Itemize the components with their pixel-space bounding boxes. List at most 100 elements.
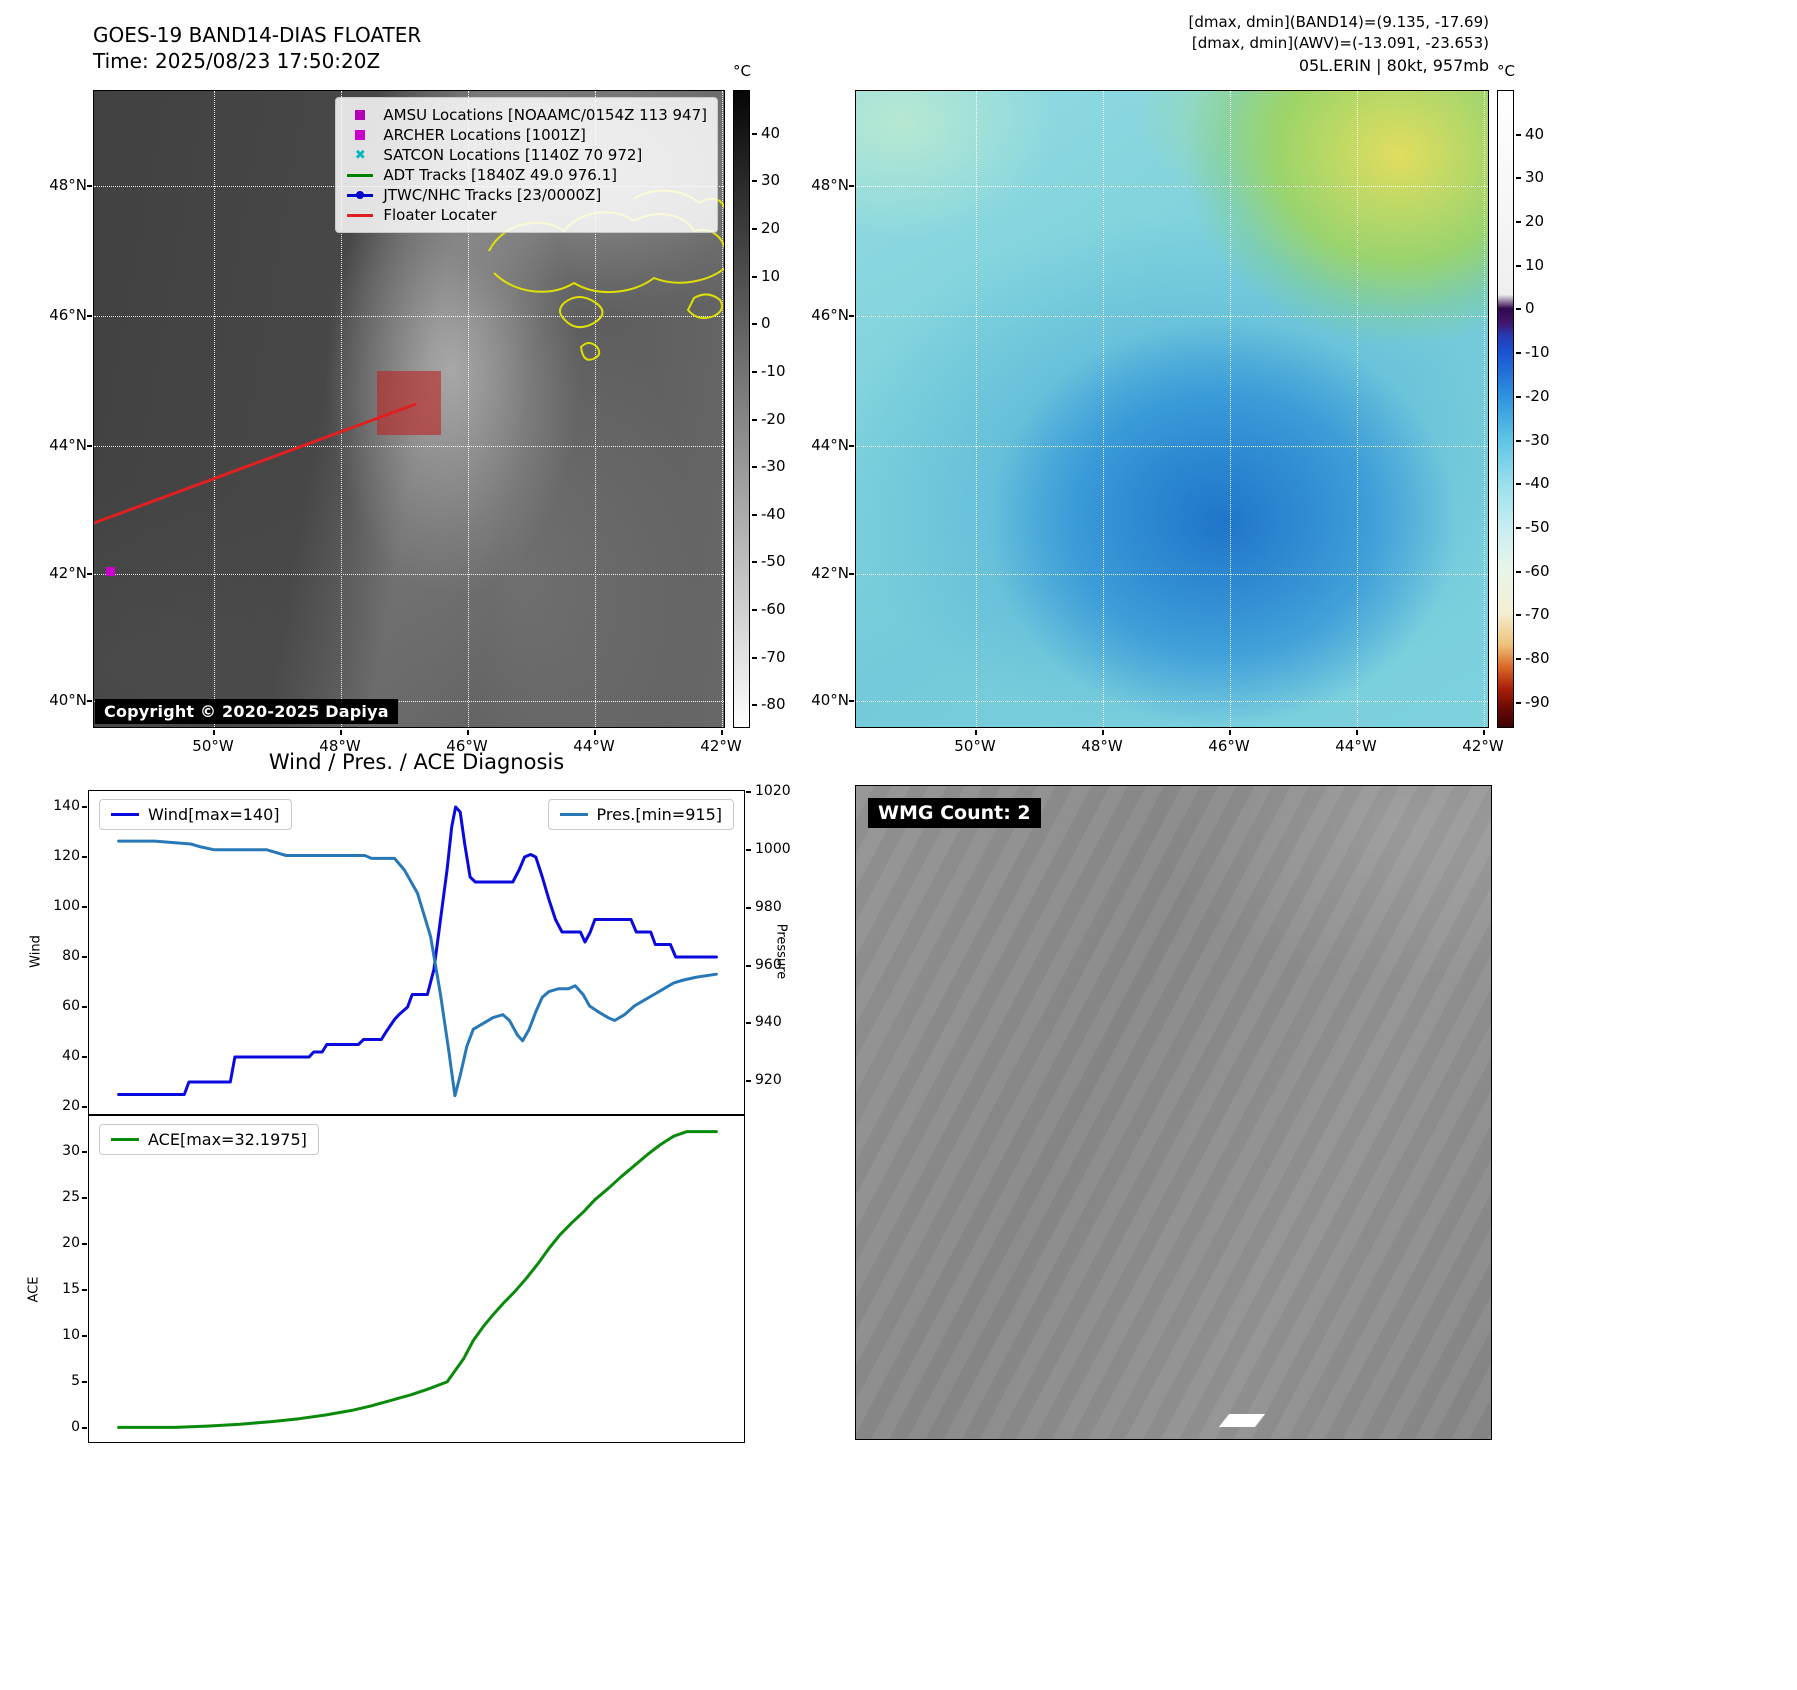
y2tick-label: 940 [755,1014,782,1031]
grid-line-lat [856,574,1488,575]
colorbar-unit-label: °C [733,62,751,80]
grid-line-lat [94,574,724,575]
colorbar-tick-label: -60 [1525,561,1550,580]
y2tick-label: 1000 [755,840,791,857]
lat-tick-label: 40°N [811,691,849,709]
square-icon [344,110,376,120]
grid-line-lon [468,91,469,727]
lat-tick-mark [87,445,92,447]
colorbar-tick-label: -90 [1525,692,1550,711]
grid-line-lat [94,446,724,447]
colorbar-tick-mark [1516,526,1521,529]
ytick-label: 15 [62,1280,80,1297]
ytick-label: 0 [71,1418,80,1435]
lat-tick-label: 48°N [811,176,849,194]
band14-colorbar [733,90,750,728]
lat-tick-mark [849,185,854,187]
ytick-label: 120 [53,848,80,864]
lon-tick-mark [1483,730,1485,735]
y2tick-label: 920 [755,1072,782,1089]
cloud-artifact [1218,1414,1266,1427]
legend-item-label: AMSU Locations [NOAAMC/0154Z 113 947] [383,106,707,124]
legend-item-label: SATCON Locations [1140Z 70 972] [383,146,643,164]
colorbar-tick-mark [752,466,757,469]
ytick-label: 30 [62,1142,80,1159]
grid-line-lat [856,446,1488,447]
ytick-mark [82,1150,87,1153]
grid-line-lon [1230,91,1231,727]
swatch [355,130,366,140]
legend-line-icon [559,813,588,816]
ytick-label: 140 [53,798,80,814]
colorbar-tick-mark [752,132,757,135]
ytick-mark [82,956,87,958]
grid-line-lon [1357,91,1358,727]
swatch: ✖ [354,147,366,163]
lon-tick-label: 48°W [319,737,361,755]
lon-tick-mark [467,730,469,735]
colorbar-tick-label: 30 [761,171,781,190]
grid-line-lat [94,701,724,702]
awv-colorbar [1497,90,1514,728]
ytick-mark [82,906,87,908]
colorbar-tick-label: -60 [761,599,786,618]
grid-line-lat [94,316,724,317]
ytick-mark [82,1196,87,1199]
colorbar-tick-label: -80 [1525,649,1550,668]
lat-tick-mark [849,573,854,575]
colorbar-tick-mark [752,228,757,231]
awv-satellite-map [855,90,1489,728]
lon-tick-label: 50°W [192,737,234,755]
colorbar-tick-label: -70 [1525,605,1550,624]
lat-tick-label: 44°N [811,436,849,454]
colorbar-tick-label: 30 [1525,168,1545,187]
wmg-count-badge: WMG Count: 2 [868,798,1041,828]
copyright-watermark: Copyright © 2020-2025 Dapiya [95,699,398,724]
lat-tick-mark [849,445,854,447]
lat-tick-label: 42°N [811,564,849,582]
line-icon [344,213,376,217]
chart-legend-label: ACE[max=32.1975] [148,1130,307,1149]
y2tick-label: 960 [755,956,782,973]
colorbar-tick-label: 20 [761,219,781,238]
chart-legend: ACE[max=32.1975] [99,1124,319,1155]
lon-tick-mark [213,730,215,735]
amsu-location-marker [106,567,115,576]
grid-line-lon [976,91,977,727]
grid-line-lat [856,316,1488,317]
legend-line-icon [111,813,139,816]
cross-icon: ✖ [344,149,376,162]
colorbar-tick-mark [752,370,757,373]
lat-tick-label: 44°N [49,436,87,454]
lat-tick-mark [849,700,854,702]
ytick-mark [82,1334,87,1337]
colorbar-tick-label: 10 [761,266,781,285]
ytick-mark [82,806,87,808]
band14-overlay [94,189,724,576]
ytick-label: 100 [53,898,80,914]
colorbar-tick-label: -50 [1525,517,1550,536]
lon-tick-label: 46°W [1208,737,1250,755]
y2tick-mark [746,906,751,909]
colorbar-tick-label: -40 [1525,474,1550,493]
colorbar-tick-label: -30 [1525,430,1550,449]
lon-tick-mark [1102,730,1104,735]
ace-chart: ACE[max=32.1975] [88,1115,745,1443]
lon-tick-mark [975,730,977,735]
colorbar-unit-label: °C [1497,62,1515,80]
lon-tick-mark [1356,730,1358,735]
lon-tick-label: 44°W [573,737,615,755]
pressure-axis-label: Pressure [773,923,789,980]
grid-line-lon [341,91,342,727]
ytick-mark [82,1426,87,1429]
series-ace [117,1130,718,1429]
series-pressure [117,839,718,1098]
colorbar-tick-label: -30 [761,457,786,476]
y2tick-mark [746,1022,751,1025]
legend-item: ADT Tracks [1840Z 49.0 976.1] [344,165,707,185]
ytick-label: 20 [62,1234,80,1251]
colorbar-tick-mark [1516,614,1521,617]
lon-tick-label: 46°W [446,737,488,755]
grid-line-lon [1484,91,1485,727]
band14-satellite-map: AMSU Locations [NOAAMC/0154Z 113 947] ARC… [93,90,725,728]
